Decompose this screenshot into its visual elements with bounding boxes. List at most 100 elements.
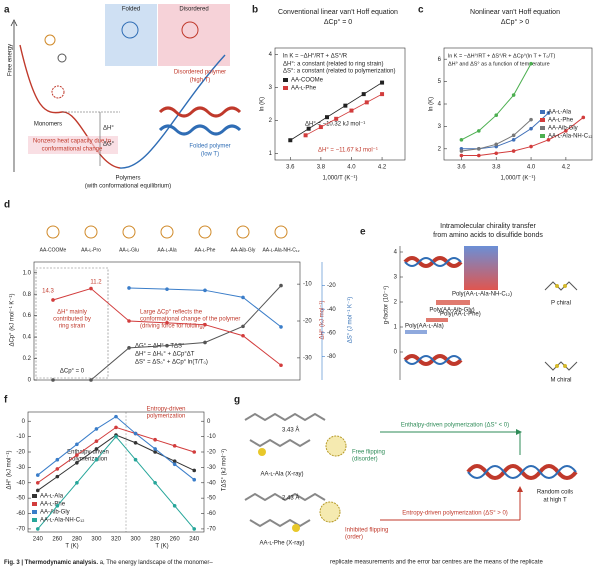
x-tick-label: 3.8 bbox=[317, 165, 326, 171]
molecule bbox=[57, 53, 67, 63]
x-tick-label: 4.2 bbox=[378, 165, 387, 171]
point bbox=[318, 125, 323, 130]
label: Random coils bbox=[537, 490, 573, 496]
chirality-label: P chiral bbox=[551, 301, 571, 307]
label: Polymers bbox=[115, 176, 140, 182]
point bbox=[529, 61, 533, 66]
point bbox=[35, 527, 40, 531]
legend-swatch bbox=[32, 518, 37, 522]
point bbox=[529, 144, 533, 149]
y-tick-label: 1 bbox=[394, 325, 398, 331]
point bbox=[494, 142, 499, 147]
equation: ΔS° = ΔS₀° + ΔCp° ln(T/T₀) bbox=[135, 360, 208, 366]
y-tick-label: -30 bbox=[16, 465, 25, 471]
y-tick-label: 1.0 bbox=[23, 270, 32, 276]
legend-swatch bbox=[32, 494, 37, 498]
monomer-cluster bbox=[51, 85, 65, 99]
x-tick-label: 260 bbox=[170, 537, 181, 543]
category-label: AA-ʟ-Ala bbox=[157, 247, 176, 253]
y3-tick-label: -40 bbox=[327, 307, 336, 313]
annotation: ΔH° = −10.32 kJ mol⁻¹ bbox=[305, 122, 365, 128]
note: Inhibited flipping bbox=[345, 528, 388, 534]
annotation: ring strain bbox=[59, 324, 85, 330]
x-tick-label: 3.8 bbox=[492, 165, 501, 171]
point bbox=[241, 324, 245, 329]
sulfur bbox=[563, 364, 567, 368]
point bbox=[165, 321, 169, 325]
point bbox=[361, 92, 366, 97]
legend-swatch bbox=[283, 86, 288, 90]
y2-axis-label: ΔH° (kJ mol⁻¹) bbox=[320, 301, 326, 340]
chirality-label: M chiral bbox=[550, 378, 571, 384]
point bbox=[279, 363, 283, 368]
equation: ΔG° = ΔH° − TΔS° bbox=[135, 344, 185, 350]
point bbox=[477, 147, 481, 151]
label: ΔG° bbox=[103, 142, 115, 148]
annotation: 11.2 bbox=[90, 280, 102, 286]
y2-tick-label: -40 bbox=[207, 480, 216, 486]
point bbox=[94, 447, 99, 451]
point bbox=[133, 440, 138, 445]
point bbox=[546, 111, 551, 115]
y-tick-label: 0.4 bbox=[23, 335, 32, 341]
y-tick-label: 3 bbox=[269, 85, 273, 91]
arrow-head bbox=[516, 429, 522, 435]
highlight bbox=[319, 501, 341, 523]
point bbox=[192, 450, 197, 454]
y-tick-label: -20 bbox=[16, 450, 25, 456]
y3-tick-label: -60 bbox=[327, 330, 336, 336]
annotation: ΔH° mainly bbox=[57, 310, 87, 316]
y-tick-label: 4 bbox=[269, 52, 273, 58]
legend-swatch bbox=[540, 110, 545, 114]
category-label: AA-ʟ-Pro bbox=[81, 247, 101, 253]
panel-label: g bbox=[234, 395, 240, 406]
x-tick-label: 240 bbox=[189, 537, 200, 543]
point bbox=[364, 100, 369, 105]
point bbox=[55, 504, 60, 508]
legend-swatch bbox=[540, 118, 545, 122]
y-tick-label: 0.8 bbox=[23, 292, 32, 298]
x-axis-label: 1,000/T (K⁻¹) bbox=[322, 176, 357, 182]
point bbox=[94, 439, 99, 444]
point bbox=[153, 450, 157, 454]
note: (order) bbox=[345, 535, 363, 541]
point bbox=[241, 333, 245, 338]
panel-a: a Folded Disordered Free energy Monomers… bbox=[4, 4, 242, 190]
label: Monomers bbox=[34, 122, 62, 128]
range-bar bbox=[405, 330, 427, 334]
y-tick-label: -70 bbox=[16, 527, 25, 533]
point bbox=[127, 346, 131, 350]
point bbox=[75, 442, 79, 447]
highlight bbox=[325, 435, 347, 457]
structure-icon bbox=[122, 225, 136, 239]
chart-title: Nonlinear van't Hoff equation bbox=[470, 9, 560, 16]
legend-swatch bbox=[283, 78, 288, 82]
point bbox=[288, 138, 293, 143]
y-axis-label: ln (K) bbox=[260, 97, 266, 111]
point bbox=[511, 93, 516, 97]
point bbox=[75, 453, 79, 457]
y-tick-label: 1 bbox=[269, 151, 273, 157]
x-tick-label: 300 bbox=[91, 537, 102, 543]
point bbox=[529, 117, 533, 122]
chart-subtitle: ΔCp° > 0 bbox=[501, 18, 529, 26]
axis-label: Free energy bbox=[8, 44, 14, 76]
point bbox=[203, 288, 207, 293]
folded-region bbox=[105, 4, 157, 66]
point bbox=[192, 527, 197, 531]
y-tick-label: 0 bbox=[28, 378, 32, 384]
energy-curve bbox=[119, 54, 226, 169]
y2-tick-label: -60 bbox=[207, 511, 216, 517]
bar-label: Poly(AA-Aib-Gly) bbox=[429, 308, 474, 314]
caption: replicate measurements and the error bar… bbox=[330, 560, 543, 566]
header: Disordered bbox=[179, 7, 208, 13]
arrow-label: Enthalpy-driven polymerization (ΔS° < 0) bbox=[401, 423, 509, 429]
legend-swatch bbox=[32, 510, 37, 514]
x-tick-label: 240 bbox=[33, 537, 44, 543]
point bbox=[89, 286, 93, 291]
point bbox=[133, 431, 138, 436]
panel-g: g 3.43 Å 2.43 Å AA-ʟ-Ala (X-ray) AA-ʟ-Ph… bbox=[234, 395, 578, 547]
bar-label: Poly(AA-ʟ-Ala) bbox=[405, 324, 444, 330]
point bbox=[279, 283, 283, 288]
fit-line bbox=[290, 82, 383, 141]
